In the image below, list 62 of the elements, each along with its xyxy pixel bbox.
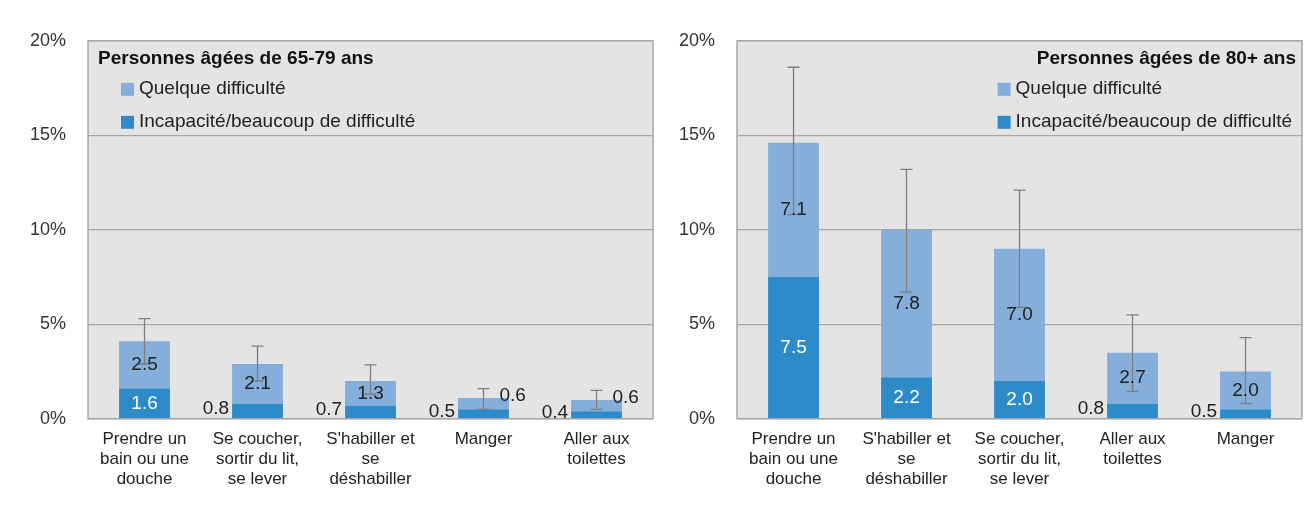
data-label: 0.8 (1077, 397, 1105, 419)
bar (994, 381, 1045, 419)
bar (232, 363, 283, 404)
y-tick-label: 20% (679, 29, 716, 50)
data-label: 1.6 (131, 391, 158, 413)
x-tick-label: S'habiller et se déshabiller (862, 428, 951, 489)
data-label: 0.6 (499, 384, 526, 406)
x-tick-label: Manger (454, 428, 513, 448)
bar (1107, 352, 1158, 404)
data-label: 7.1 (780, 198, 807, 220)
y-tick-label: 10% (30, 218, 67, 239)
y-tick-label: 15% (30, 124, 67, 145)
data-label: 2.5 (131, 353, 158, 375)
bar (458, 409, 509, 419)
data-label: 0.5 (428, 400, 456, 422)
bar (881, 229, 932, 378)
bar (119, 341, 170, 389)
x-tick-label: S'habiller et se déshabiller (326, 428, 415, 489)
legend-title: Personnes âgées de 80+ ans (1036, 47, 1296, 69)
data-label: 0.7 (315, 398, 343, 420)
bar (881, 377, 932, 419)
bar (768, 142, 819, 278)
data-label: 2.0 (1232, 378, 1259, 400)
x-tick-label: Prendre un bain ou une douche (100, 428, 189, 489)
data-label: 7.5 (780, 335, 807, 357)
y-tick-label: 0% (689, 407, 716, 428)
x-tick-label: Prendre un bain ou une douche (749, 428, 838, 489)
data-label: 7.0 (1006, 303, 1033, 325)
bar (345, 405, 396, 419)
y-tick-label: 10% (679, 218, 716, 239)
data-label: 0.5 (1190, 400, 1218, 422)
data-label: 0.8 (202, 397, 230, 419)
x-tick-label: Manger (1216, 428, 1275, 448)
data-label: 7.8 (893, 291, 920, 313)
legend-title: Personnes âgées de 65-79 ans (98, 47, 374, 69)
y-tick-label: 15% (679, 124, 716, 145)
bar (345, 381, 396, 406)
data-label: 1.3 (357, 381, 384, 403)
y-tick-label: 0% (40, 407, 67, 428)
data-label: 2.2 (893, 385, 920, 407)
y-tick-label: 5% (689, 313, 716, 334)
bar (571, 411, 622, 419)
bar (232, 403, 283, 419)
y-tick-label: 20% (30, 29, 67, 50)
y-tick-label: 5% (40, 313, 67, 334)
data-label: 2.7 (1119, 366, 1146, 388)
legend-label: Quelque difficulté (139, 77, 286, 99)
data-label: 0.4 (541, 400, 569, 422)
x-tick-label: Se coucher, sortir du lit, se lever (212, 428, 303, 489)
data-label: 2.0 (1006, 387, 1033, 409)
bar (768, 277, 819, 419)
bar (994, 248, 1045, 381)
legend-label: Quelque difficulté (1015, 77, 1163, 99)
x-tick-label: Aller aux toilettes (1099, 428, 1167, 469)
x-tick-label: Aller aux toilettes (563, 428, 631, 469)
legend-label: Incapacité/beaucoup de difficulté (139, 110, 416, 132)
data-label: 2.1 (244, 372, 271, 394)
data-label: 0.6 (612, 386, 639, 408)
x-tick-label: Se coucher, sortir du lit, se lever (974, 428, 1065, 489)
bar (1107, 403, 1158, 419)
bar (1220, 409, 1271, 419)
legend-label: Incapacité/beaucoup de difficulté (1015, 110, 1293, 132)
